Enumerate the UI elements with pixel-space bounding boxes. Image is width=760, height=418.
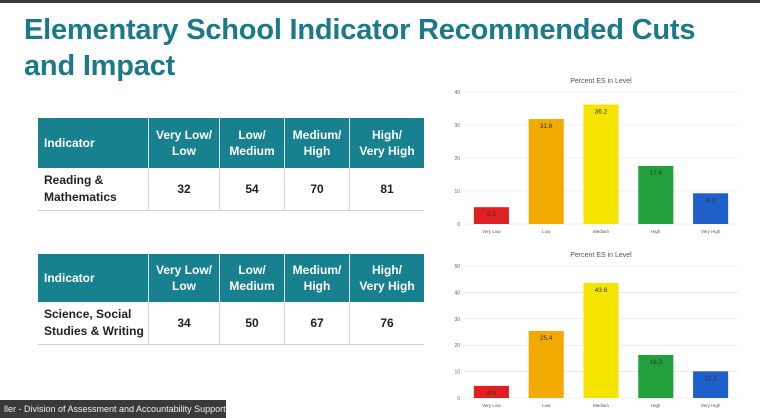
indicator-name-cell: Reading & Mathematics: [38, 168, 149, 211]
bar: [473, 207, 509, 224]
slide-title-line2: and Impact: [24, 50, 176, 82]
bar-value-label: 10.1: [704, 375, 717, 382]
bar-chart-science-social-writing: Percent ES in Level 0 10 20 30 40 50 4.6 Very Lo…: [454, 252, 738, 408]
bar-chart-reading-math: Percent ES in Level 0 10 20 30 40 5.1 Very Low 3…: [454, 78, 738, 234]
table-header-row: Indicator Very Low/Low Low/Medium Medium…: [38, 254, 424, 302]
bar-value-label: 43.6: [595, 287, 608, 294]
x-tick-label: Medium: [593, 403, 609, 408]
table-header-cell: Very Low/Low: [148, 118, 220, 168]
cut-scores-table-science-social-writing: Indicator Very Low/Low Low/Medium Medium…: [38, 254, 424, 345]
x-tick-label: Low: [542, 403, 551, 408]
table-row: Science, Social Studies & Writing 34 50 6…: [38, 302, 424, 345]
bar: [638, 165, 674, 224]
cut-value-cell: 50: [219, 302, 285, 345]
table-header-row: Indicator Very Low/Low Low/Medium Medium…: [38, 118, 424, 168]
table-header-cell: High/Very High: [349, 254, 424, 302]
presenter-caption: ller - Division of Assessment and Accoun…: [0, 400, 226, 418]
window-top-bar: [0, 0, 760, 3]
y-tick-label: 10: [454, 189, 460, 195]
cut-value-cell: 76: [349, 302, 424, 345]
cut-value-cell: 67: [284, 302, 350, 345]
bar-value-label: 5.1: [487, 211, 496, 218]
table-header-cell: Medium/High: [284, 118, 350, 168]
indicator-name-cell: Science, Social Studies & Writing: [38, 302, 149, 345]
slide-title-line1: Elementary School Indicator Recommended …: [24, 14, 696, 46]
bar-value-label: 31.8: [540, 123, 553, 130]
y-tick-label: 30: [454, 123, 460, 129]
y-tick-label: 10: [454, 370, 460, 376]
table-header-cell: Low/Medium: [219, 254, 285, 302]
bar: [473, 385, 509, 398]
chart-title: Percent ES in Level: [570, 78, 632, 85]
cut-value-cell: 32: [148, 168, 220, 211]
x-tick-label: Medium: [593, 229, 609, 234]
chart-title: Percent ES in Level: [570, 252, 632, 259]
bar: [693, 193, 729, 224]
cut-value-cell: 34: [148, 302, 220, 345]
bar: [693, 371, 729, 398]
x-tick-label: Very High: [701, 229, 721, 234]
y-tick-label: 30: [454, 317, 460, 323]
cut-value-cell: 70: [284, 168, 350, 211]
cut-value-cell: 81: [349, 168, 424, 211]
x-tick-label: High: [651, 403, 661, 408]
x-tick-label: Very Low: [482, 229, 501, 234]
presenter-caption-text: ller - Division of Assessment and Accoun…: [4, 404, 226, 414]
table-row: Reading & Mathematics 32 54 70 81: [38, 168, 424, 211]
table-header-cell: Indicator: [38, 118, 149, 168]
y-tick-label: 40: [454, 290, 460, 296]
bar-value-label: 17.6: [649, 170, 662, 177]
y-tick-label: 20: [454, 156, 460, 162]
table-header-cell: Medium/High: [284, 254, 350, 302]
slide-title: Elementary School Indicator Recommended …: [24, 12, 724, 84]
table-header-cell: Very Low/Low: [148, 254, 220, 302]
bar-value-label: 16.3: [649, 359, 662, 366]
bar-value-label: 25.4: [540, 335, 553, 342]
y-tick-label: 40: [454, 90, 460, 96]
bar-value-label: 36.2: [595, 109, 608, 116]
y-tick-label: 50: [454, 264, 460, 270]
bar: [583, 104, 619, 224]
y-tick-label: 0: [457, 396, 460, 402]
y-tick-label: 0: [457, 222, 460, 228]
x-tick-label: Very High: [701, 403, 721, 408]
table-header-cell: Indicator: [38, 254, 149, 302]
x-tick-label: Very Low: [482, 403, 501, 408]
bar-value-label: 9.3: [706, 197, 715, 204]
cut-value-cell: 54: [219, 168, 285, 211]
table-header-cell: High/Very High: [349, 118, 424, 168]
x-tick-label: Low: [542, 229, 551, 234]
bar: [638, 354, 674, 398]
x-tick-label: High: [651, 229, 661, 234]
cut-scores-table-reading-math: Indicator Very Low/Low Low/Medium Medium…: [38, 118, 424, 211]
bar-value-label: 4.6: [487, 390, 496, 397]
table-header-cell: Low/Medium: [219, 118, 285, 168]
y-tick-label: 20: [454, 343, 460, 349]
bar: [583, 282, 619, 398]
bar: [528, 119, 564, 224]
bar: [528, 330, 564, 398]
